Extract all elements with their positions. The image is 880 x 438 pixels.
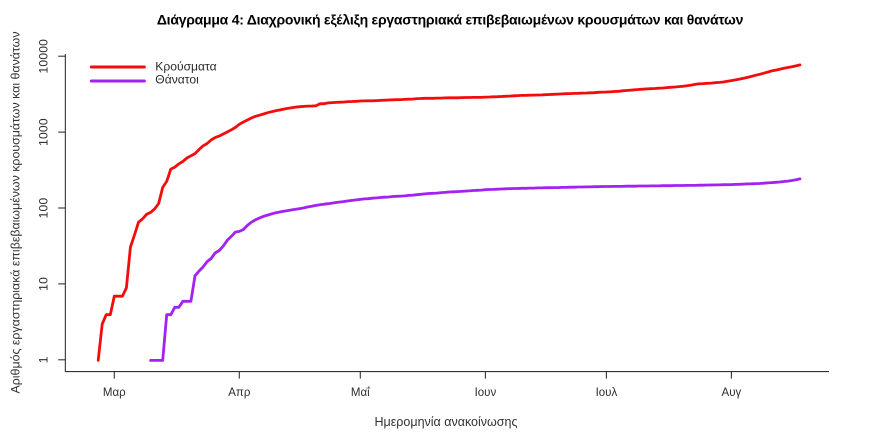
svg-text:Μαρ: Μαρ <box>103 387 126 399</box>
svg-text:Ημερομηνία ανακοίνωσης: Ημερομηνία ανακοίνωσης <box>375 415 518 429</box>
svg-text:Θάνατοι: Θάνατοι <box>155 72 199 86</box>
svg-text:Απρ: Απρ <box>228 387 251 399</box>
svg-text:1: 1 <box>37 356 51 363</box>
svg-text:10000: 10000 <box>37 39 51 74</box>
svg-text:Μαΐ: Μαΐ <box>351 387 371 399</box>
svg-text:Αριθμός εργαστηριακά επιβεβαιω: Αριθμός εργαστηριακά επιβεβαιωμένων κρου… <box>9 31 23 393</box>
svg-text:100: 100 <box>37 198 51 219</box>
svg-text:Ιουν: Ιουν <box>475 387 497 399</box>
svg-text:Διάγραμμα 4: Διαχρονική εξέλιξ: Διάγραμμα 4: Διαχρονική εξέλιξη εργαστηρ… <box>157 12 744 28</box>
svg-text:10: 10 <box>37 277 51 291</box>
svg-text:Ιουλ: Ιουλ <box>596 387 618 399</box>
svg-text:Αυγ: Αυγ <box>722 387 742 399</box>
svg-text:Κρούσματα: Κρούσματα <box>155 60 216 74</box>
svg-text:1000: 1000 <box>37 118 51 146</box>
